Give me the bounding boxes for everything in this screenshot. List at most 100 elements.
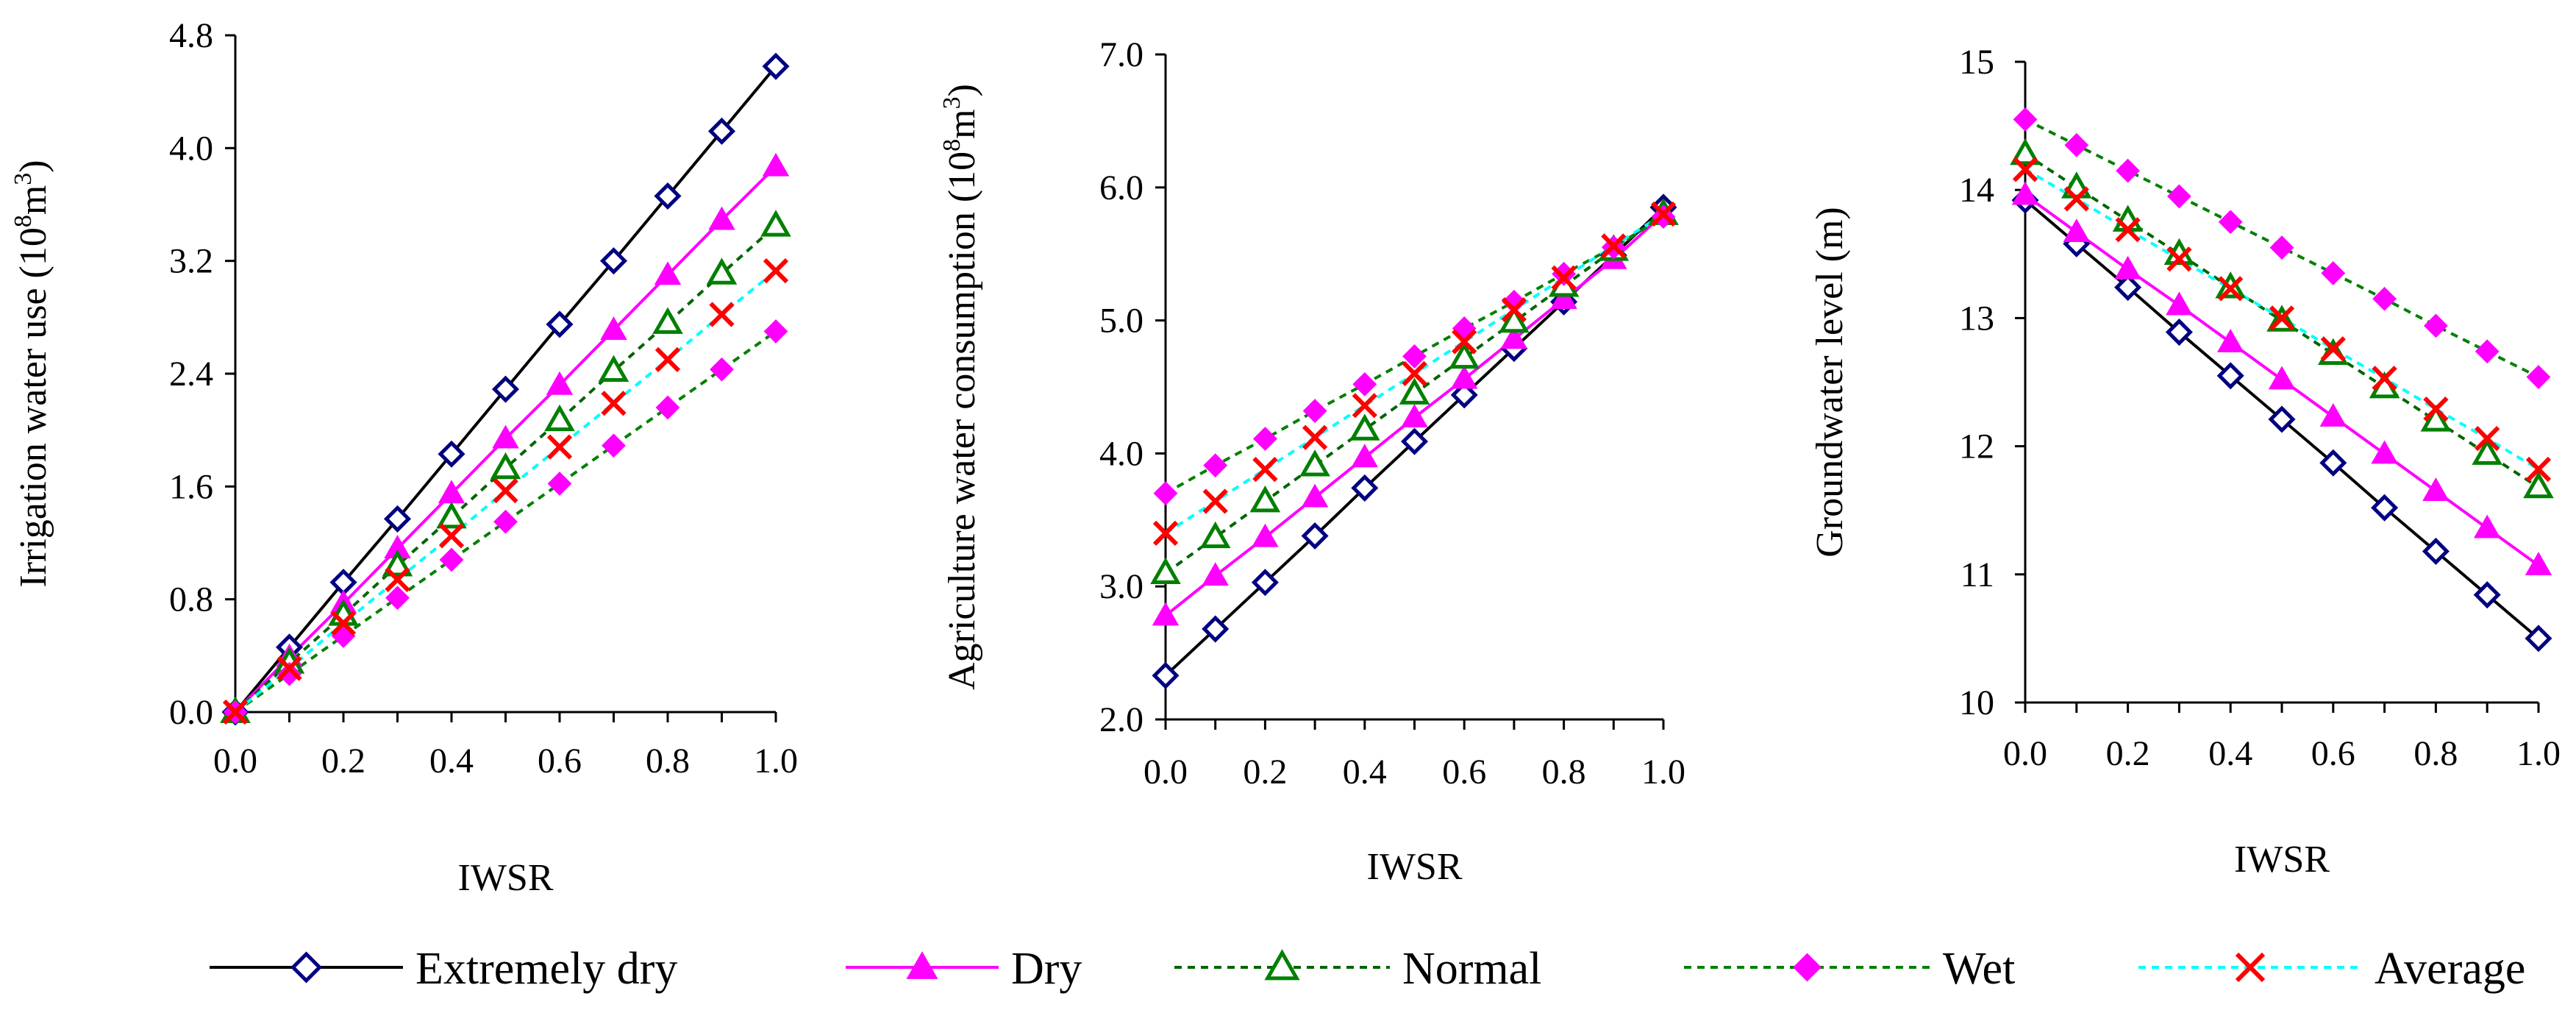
- data-point-average: [276, 655, 302, 681]
- legend-marker: [290, 951, 323, 984]
- data-point-extremely-dry: [1251, 569, 1279, 597]
- x-tick-label: 0.4: [429, 742, 474, 780]
- data-point-wet: [655, 395, 680, 420]
- data-point-extremely-dry: [1202, 615, 1230, 643]
- data-point-average: [1252, 456, 1278, 483]
- legend-marker: [906, 951, 938, 979]
- data-point-extremely-dry: [1400, 427, 1429, 455]
- data-point-average: [601, 391, 627, 416]
- x-tick-label: 1.0: [2516, 734, 2561, 773]
- data-point-wet: [439, 547, 464, 572]
- y-tick-label: 2.4: [169, 355, 213, 394]
- data-point-dry: [2166, 291, 2193, 316]
- data-point-normal: [760, 210, 791, 237]
- data-point-average: [2423, 396, 2449, 422]
- data-point-wet: [1302, 399, 1327, 423]
- data-point-normal: [382, 550, 413, 577]
- y-tick-label: 14: [1959, 171, 1994, 210]
- legend-item-average: Average: [2138, 944, 2525, 994]
- data-point-normal: [490, 452, 521, 480]
- data-point-wet: [1352, 371, 1377, 396]
- data-point-dry: [1351, 444, 1379, 468]
- x-tick-label: 0.4: [1343, 753, 1387, 792]
- y-tick-label: 10: [1959, 683, 1994, 722]
- y-tick-label: 0.8: [169, 580, 213, 619]
- data-point-wet: [547, 472, 572, 496]
- x-tick-label: 0.2: [1243, 753, 1287, 792]
- data-point-average: [222, 699, 249, 725]
- data-point-normal: [2472, 438, 2503, 465]
- data-point-average: [1551, 265, 1577, 291]
- data-point-average: [654, 346, 681, 372]
- data-point-extremely-dry: [2268, 405, 2296, 433]
- series-line-wet: [234, 330, 777, 714]
- data-point-average: [493, 477, 518, 504]
- data-point-extremely-dry: [1351, 474, 1379, 502]
- data-point-normal: [1150, 557, 1181, 584]
- data-point-average: [2372, 366, 2397, 391]
- y-axis-title: Groundwater level (m): [1809, 207, 1851, 557]
- x-axis-title: IWSR: [2234, 839, 2330, 881]
- y-tick-label: 2.0: [1099, 700, 1143, 739]
- data-point-dry: [2371, 440, 2398, 464]
- data-point-extremely-dry: [1301, 522, 1329, 550]
- data-point-wet: [2218, 210, 2243, 235]
- chart-panel-1: 0.0 0.8 1.6 2.4 3.2 4.0 4.8 0.0 0.2 0.4 0.6 0.8 1.0 I…: [10, 16, 798, 899]
- data-point-average: [2218, 276, 2244, 302]
- data-point-average: [330, 611, 357, 636]
- data-point-wet: [1203, 453, 1228, 478]
- data-point-extremely-dry: [1450, 381, 1478, 409]
- data-point-extremely-dry: [491, 375, 520, 403]
- data-point-wet: [2064, 132, 2089, 157]
- data-point-normal: [706, 257, 738, 285]
- data-point-average: [2063, 186, 2089, 212]
- x-axis-title: IWSR: [458, 857, 554, 899]
- data-point-normal: [1199, 521, 1231, 549]
- data-point-dry: [2011, 181, 2039, 205]
- legend-label: Dry: [1011, 944, 1082, 994]
- data-point-extremely-dry: [2422, 537, 2450, 565]
- data-point-wet: [2116, 158, 2141, 183]
- data-point-wet: [493, 509, 518, 534]
- data-point-wet: [1252, 427, 1277, 451]
- data-point-dry: [654, 261, 682, 285]
- data-point-average: [1152, 520, 1179, 547]
- data-point-dry: [1202, 562, 1229, 586]
- data-point-dry: [2525, 552, 2552, 575]
- legend-label: Average: [2375, 944, 2525, 994]
- data-point-wet: [2321, 261, 2346, 285]
- data-point-normal: [1399, 377, 1430, 405]
- x-tick-label: 0.6: [538, 742, 582, 780]
- legend-label: Extremely dry: [415, 944, 677, 994]
- x-axis-title: IWSR: [1367, 846, 1463, 888]
- data-point-extremely-dry: [2216, 362, 2244, 390]
- data-point-average: [546, 434, 573, 460]
- data-point-dry: [2473, 514, 2501, 538]
- data-point-wet: [2475, 339, 2500, 364]
- data-point-extremely-dry: [762, 52, 790, 80]
- data-point-average: [2269, 305, 2295, 331]
- data-point-normal: [1299, 449, 1330, 477]
- x-tick-label: 0.0: [213, 742, 257, 780]
- data-point-average: [763, 257, 789, 284]
- data-point-dry: [2268, 366, 2296, 390]
- legend-label: Wet: [1943, 944, 2015, 994]
- data-point-dry: [600, 316, 627, 340]
- legend-marker: [1264, 949, 1300, 981]
- data-point-extremely-dry: [546, 310, 574, 338]
- chart-panel-2: 2.0 3.0 4.0 5.0 6.0 7.0 0.0 0.2 0.4 0.6 0.8 1.0 IWSR…: [938, 35, 1685, 888]
- data-point-normal: [544, 404, 575, 432]
- data-point-average: [2115, 217, 2141, 243]
- data-point-dry: [2216, 328, 2244, 352]
- y-tick-label: 4.0: [1099, 434, 1143, 473]
- y-axis-title: Irrigation water use (108m3): [10, 160, 54, 587]
- x-tick-label: 0.8: [2413, 734, 2458, 773]
- y-tick-label: 11: [1960, 555, 1994, 594]
- data-point-wet: [2372, 286, 2397, 311]
- data-point-extremely-dry: [599, 247, 628, 275]
- x-tick-label: 0.4: [2208, 734, 2252, 773]
- data-point-dry: [2114, 255, 2141, 280]
- y-tick-label: 3.2: [169, 242, 213, 281]
- data-point-average: [1452, 329, 1477, 355]
